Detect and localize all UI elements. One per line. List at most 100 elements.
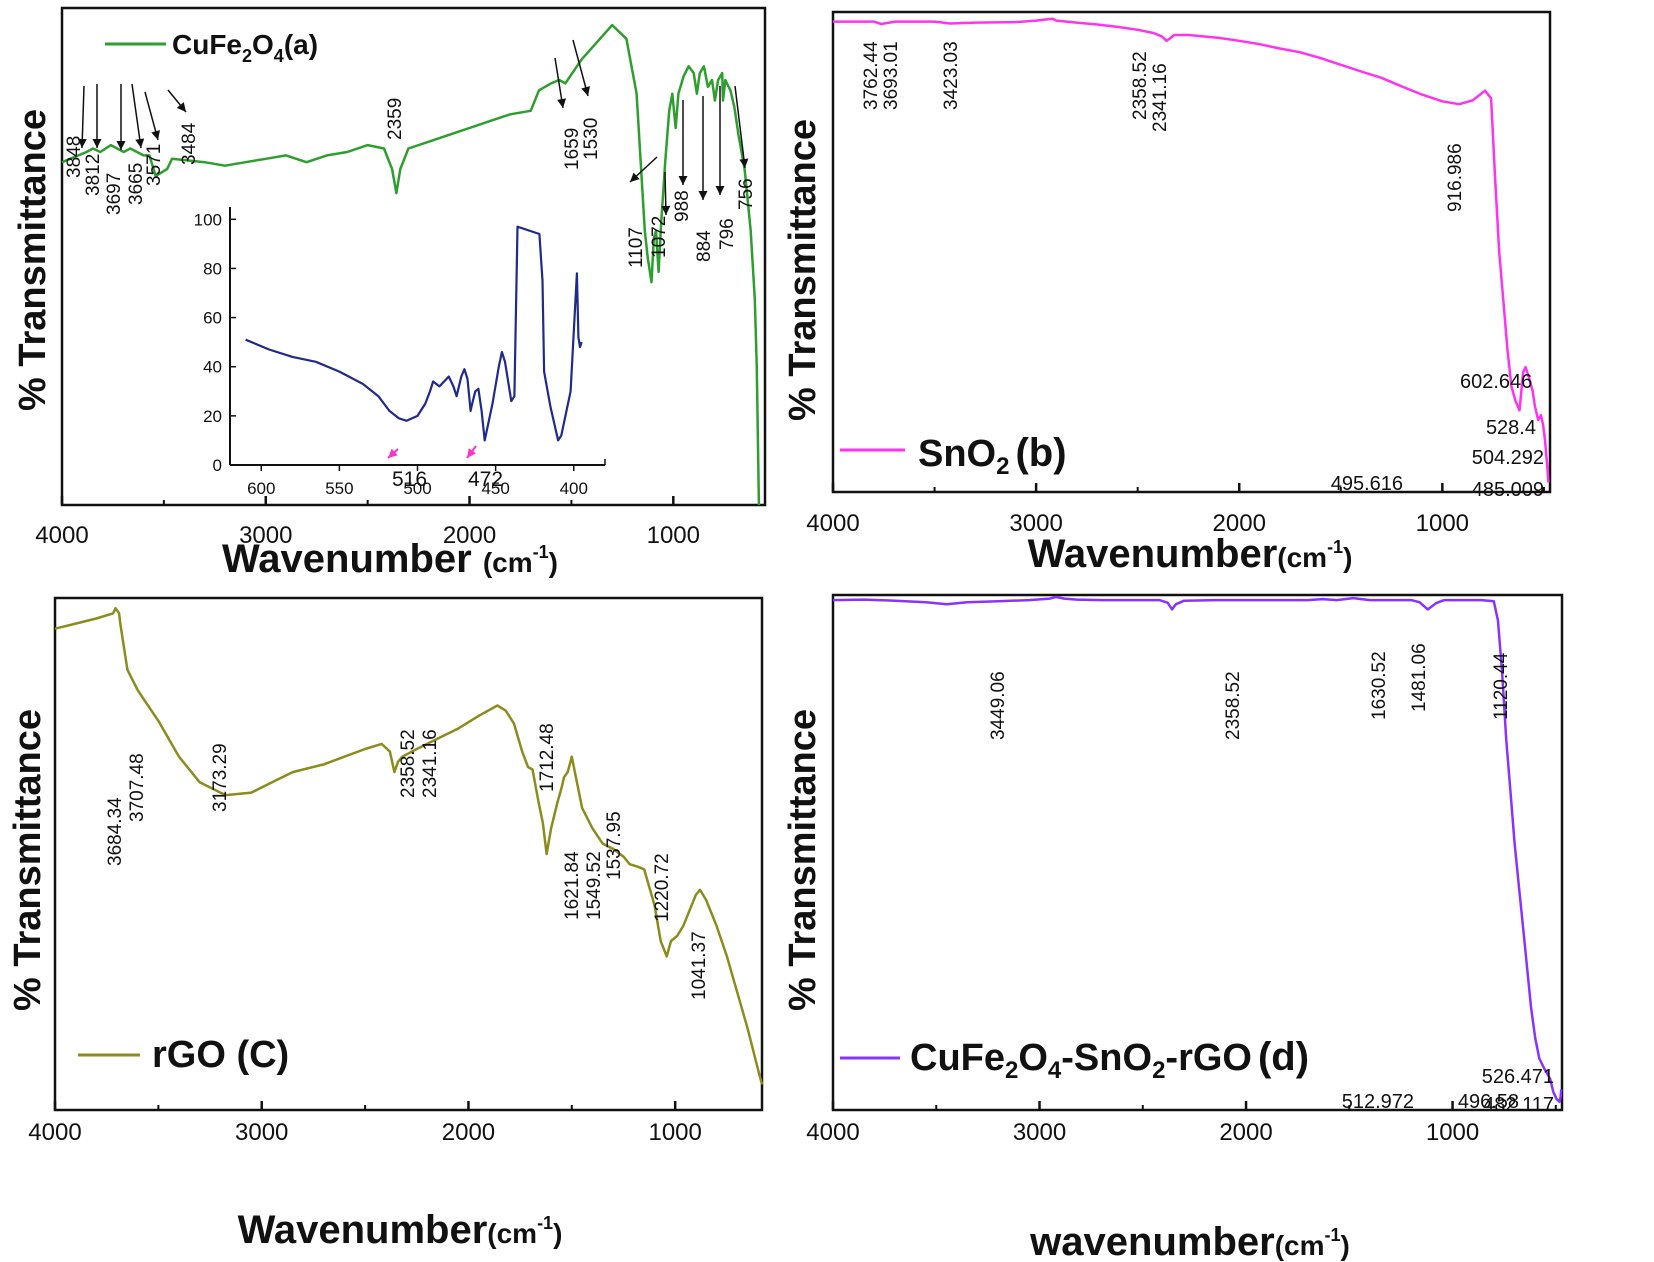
peak-label: 512.972: [1342, 1091, 1414, 1113]
peak-label: 756: [736, 178, 757, 210]
legend-text-part: O: [1018, 1037, 1048, 1079]
x-tick-label: 4000: [806, 510, 859, 537]
series-line-c: [54, 606, 764, 1085]
peak-label: 3693.01: [881, 41, 902, 110]
peak-arrow-head: [630, 172, 640, 182]
x-tick-label: 4000: [35, 522, 88, 549]
legend-subscript: 4: [274, 46, 284, 66]
peak-arrow: [734, 85, 746, 169]
peak-label: 1621.84: [562, 851, 583, 920]
peak-label: 1481.06: [1409, 643, 1430, 712]
peak-label: 2358.52: [1223, 671, 1244, 740]
plot-frame-c: [53, 596, 764, 1112]
plot-frame-a: [60, 6, 767, 507]
peak-arrow-head: [698, 191, 708, 200]
peak-label: 1530: [581, 118, 602, 160]
peak-arrow-head: [176, 102, 186, 112]
peak-label: 3449.06: [988, 671, 1009, 740]
peak-label: 1712.48: [537, 723, 558, 792]
peak-arrow-head: [557, 98, 567, 108]
peak-label: 526.471: [1482, 1066, 1554, 1088]
peak-label: 796: [717, 218, 738, 250]
x-axis-unit-sup: -1: [533, 542, 549, 562]
x-axis-unit-close: ): [549, 547, 558, 578]
peak-label: 2341.16: [420, 729, 441, 798]
legend-text-part: (a): [284, 29, 318, 60]
x-tick-label: 2000: [442, 1119, 495, 1146]
peak-label: 3173.29: [210, 743, 231, 812]
y-axis-title: % Transmittance: [782, 119, 824, 421]
y-axis-title: % Transmittance: [782, 709, 824, 1011]
peak-label: 988: [672, 190, 693, 222]
peak-label: 2358.52: [1130, 51, 1151, 120]
peak-arrow: [81, 85, 85, 149]
legend-label-d: CuFe2O4-SnO2-rGO (d): [910, 1035, 1309, 1084]
x-axis-unit: (cm: [1275, 1230, 1325, 1261]
legend-subscript: 2: [1152, 1057, 1165, 1084]
x-tick-label: 3000: [239, 522, 292, 549]
inset-y-tick-label: 40: [203, 358, 222, 377]
x-tick-label: 1000: [1416, 510, 1469, 537]
inset-peak-arrow-head: [467, 448, 476, 458]
panel-b-sno2: 4000 3000 2000 1000 Wavenumber(cm-1) % Transm…: [782, 10, 1552, 576]
x-axis-unit-sup: -1: [1324, 1225, 1340, 1245]
legend-text-part: CuFe: [172, 29, 242, 60]
legend-text-part: O: [252, 29, 274, 60]
plot-frame-d: [831, 593, 1564, 1112]
inset-x-tick-label: 450: [481, 479, 509, 498]
x-tick-label: 4000: [28, 1119, 81, 1146]
x-axis-title-word: wavenumber: [1029, 1220, 1275, 1262]
peak-arrow-head: [135, 138, 145, 148]
peak-label: 528.4: [1486, 417, 1536, 439]
legend-text-part: -SnO: [1061, 1037, 1152, 1079]
peak-arrow-head: [151, 130, 160, 140]
peak-arrow: [131, 83, 142, 149]
inset-x-tick-label: 500: [403, 479, 431, 498]
peak-label: 485.009: [1472, 479, 1544, 501]
x-axis-title-word: Wavenumber: [238, 1208, 488, 1252]
peak-label: 3484: [179, 122, 200, 165]
x-tick-label: 1000: [1426, 1119, 1479, 1146]
x-axis-unit-sup: -1: [537, 1213, 553, 1233]
x-axis-unit-close: ): [1341, 1230, 1350, 1261]
peak-label: 2341.16: [1150, 63, 1171, 132]
legend-label-b: SnO2 (b): [918, 431, 1067, 480]
peak-arrow: [572, 39, 589, 97]
x-tick-label: 3000: [1013, 1119, 1066, 1146]
legend-subscript: 4: [1048, 1057, 1062, 1084]
x-axis-unit-close: ): [553, 1218, 562, 1249]
inset-y-tick-label: 20: [203, 407, 222, 426]
peak-arrow-head: [77, 138, 87, 148]
x-axis-unit: (cm: [1277, 542, 1327, 573]
legend-label-a: CuFe2O4(a): [172, 29, 318, 66]
peak-arrow-head: [739, 158, 749, 168]
peak-label: 916.986: [1445, 143, 1466, 212]
peak-label: 1220.72: [652, 853, 673, 922]
inset-y-tick-label: 80: [203, 259, 222, 278]
x-axis-unit-sup: -1: [1327, 537, 1343, 557]
inset-peak-arrow-head: [388, 448, 398, 458]
x-tick-label: 2000: [443, 522, 496, 549]
series-line-a: [61, 23, 761, 506]
peak-label: 3848: [64, 136, 85, 178]
peak-label: 3423.03: [941, 41, 962, 110]
inset-y-tick-label: 0: [213, 456, 222, 475]
x-tick-label: 3000: [1009, 510, 1062, 537]
peak-label: 1041.37: [689, 931, 710, 1000]
inset-y-tick-label: 100: [194, 210, 222, 229]
x-tick-label: 1000: [647, 522, 700, 549]
x-axis-title: Wavenumber(cm-1): [238, 1208, 563, 1252]
series-line-b: [833, 17, 1550, 483]
peak-arrow-head: [116, 141, 126, 150]
peak-label: 1072: [649, 216, 670, 258]
peak-arrow-head: [661, 205, 671, 215]
legend-text-part: SnO: [918, 433, 996, 475]
inset-chart: 0 20 40 60 80 100 600 550 500 450 400 516 472: [194, 207, 606, 498]
y-axis-title: % Transmittance: [12, 109, 54, 411]
x-tick-label: 2000: [1213, 510, 1266, 537]
inset-y-tick-label: 60: [203, 309, 222, 328]
legend-text-part: (d): [1258, 1035, 1309, 1079]
peak-label: 495.616: [1331, 473, 1403, 495]
x-axis-title: wavenumber(cm-1): [1029, 1220, 1350, 1262]
